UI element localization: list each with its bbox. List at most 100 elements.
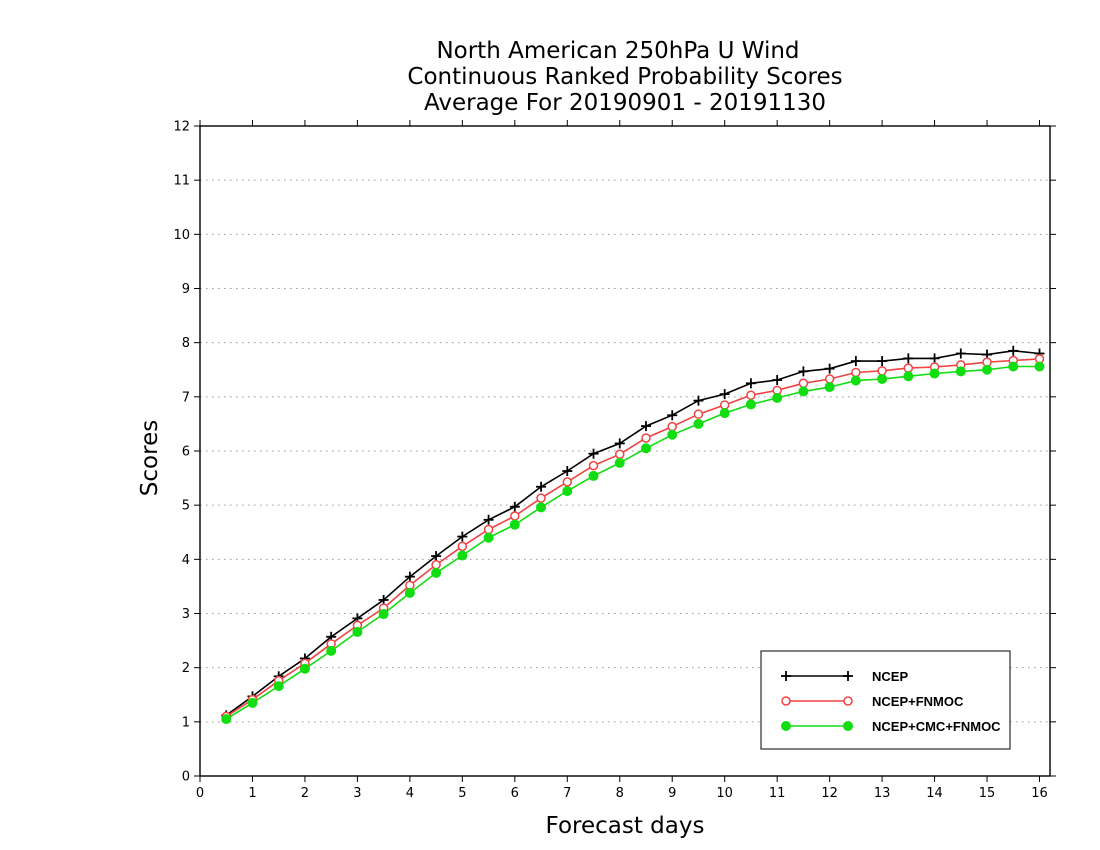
data-point-plus (693, 395, 704, 406)
x-tick-label: 3 (353, 786, 361, 801)
x-tick-label: 6 (511, 786, 519, 801)
y-tick-label: 6 (182, 445, 190, 460)
data-point-plus (772, 375, 783, 386)
data-point-plus (843, 671, 853, 681)
data-point-plus (781, 671, 791, 681)
legend-entry-ncep-fnmoc: NCEP+FNMOC (781, 694, 964, 709)
data-point-filled-circle (982, 364, 993, 375)
y-tick-label: 12 (173, 120, 190, 135)
data-point-open-circle (667, 421, 677, 432)
x-tick-label: 16 (1031, 786, 1048, 801)
data-point-open-circle (781, 696, 791, 706)
data-point-plus (562, 466, 573, 477)
data-point-plus (483, 514, 494, 525)
legend-label: NCEP (872, 669, 908, 684)
data-point-plus (745, 378, 756, 389)
data-point-filled-circle (877, 373, 888, 384)
y-axis-label: Scores (137, 420, 163, 496)
data-point-open-circle (746, 390, 756, 400)
data-point-plus (378, 594, 389, 605)
data-point-plus (798, 366, 809, 377)
data-point-plus (824, 363, 835, 374)
data-point-filled-circle (509, 519, 520, 530)
x-axis-label: Forecast days (546, 813, 705, 839)
data-point-filled-circle (781, 721, 791, 731)
data-point-filled-circle (640, 443, 651, 454)
data-point-filled-circle (457, 550, 468, 561)
legend-label: NCEP+FNMOC (872, 694, 964, 709)
data-point-filled-circle (843, 721, 853, 731)
data-point-plus (929, 353, 940, 364)
data-point-filled-circle (929, 368, 940, 379)
data-point-filled-circle (483, 532, 494, 543)
series-ncep-fnmoc (221, 354, 1045, 722)
data-point-open-circle (693, 409, 704, 419)
y-tick-label: 11 (173, 174, 190, 189)
legend-box (760, 650, 1011, 750)
data-point-open-circle (536, 493, 546, 503)
data-point-open-circle (588, 460, 599, 471)
data-point-open-circle (431, 560, 441, 570)
data-point-filled-circle (326, 645, 337, 656)
data-point-filled-circle (693, 418, 704, 429)
data-point-open-circle (483, 524, 494, 535)
y-tick-label: 7 (182, 390, 190, 405)
data-point-filled-circle (378, 609, 389, 620)
data-point-plus (903, 353, 914, 364)
data-point-filled-circle (1034, 361, 1045, 372)
data-point-plus (955, 348, 966, 359)
data-point-filled-circle (798, 386, 809, 397)
data-point-open-circle (510, 511, 520, 521)
y-tick-label: 9 (182, 282, 190, 297)
legend-label: NCEP+CMC+FNMOC (872, 719, 1001, 734)
data-point-filled-circle (247, 697, 258, 708)
data-point-plus (719, 389, 730, 400)
x-tick-label: 11 (769, 786, 786, 801)
data-point-filled-circle (299, 663, 310, 674)
series-ncep-cmc-fnmoc (221, 361, 1045, 725)
x-tick-label: 8 (616, 786, 624, 801)
data-point-open-circle (641, 433, 651, 443)
data-point-filled-circle (221, 714, 232, 725)
x-tick-label: 5 (458, 786, 466, 801)
series-layer (221, 345, 1045, 725)
data-point-plus (1008, 345, 1019, 356)
data-point-filled-circle (431, 567, 442, 578)
y-tick-label: 1 (182, 715, 190, 730)
data-point-filled-circle (404, 587, 415, 598)
data-point-filled-circle (850, 375, 861, 386)
data-point-open-circle (824, 374, 835, 384)
data-point-filled-circle (903, 371, 914, 382)
x-tick-label: 15 (979, 786, 996, 801)
data-point-filled-circle (667, 429, 678, 440)
data-point-open-circle (851, 367, 861, 378)
x-tick-label: 14 (926, 786, 943, 801)
x-tick-label: 2 (301, 786, 309, 801)
data-point-filled-circle (614, 457, 625, 468)
data-point-filled-circle (588, 470, 599, 481)
y-tick-label: 5 (182, 499, 190, 514)
y-tick-label: 8 (182, 336, 190, 351)
data-point-filled-circle (745, 399, 756, 410)
data-point-open-circle (615, 449, 625, 459)
data-point-filled-circle (719, 408, 730, 419)
data-point-open-circle (843, 696, 853, 706)
x-tick-label: 12 (821, 786, 838, 801)
data-point-plus (667, 410, 678, 421)
data-point-filled-circle (562, 486, 573, 497)
x-tick-label: 7 (563, 786, 571, 801)
data-point-open-circle (457, 541, 468, 552)
legend-entry-ncep: NCEP (781, 669, 908, 684)
data-point-open-circle (877, 366, 887, 376)
data-point-filled-circle (772, 392, 783, 403)
y-tick-label: 2 (182, 661, 190, 676)
legend-entry-ncep-cmc-fnmoc: NCEP+CMC+FNMOC (781, 719, 1001, 734)
x-tick-label: 10 (716, 786, 733, 801)
data-point-plus (877, 356, 888, 367)
data-point-plus (640, 421, 651, 432)
data-point-filled-circle (273, 681, 284, 692)
data-point-filled-circle (824, 382, 835, 393)
data-point-plus (509, 501, 520, 512)
x-tick-label: 1 (248, 786, 256, 801)
